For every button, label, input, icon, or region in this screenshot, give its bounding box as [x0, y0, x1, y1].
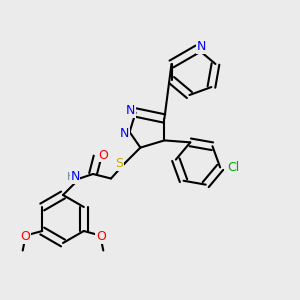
- Text: N: N: [125, 104, 135, 118]
- Text: O: O: [20, 230, 30, 244]
- Text: O: O: [99, 148, 108, 162]
- Text: N: N: [119, 127, 129, 140]
- Text: H: H: [67, 172, 75, 182]
- Text: N: N: [70, 170, 80, 184]
- Text: N: N: [196, 40, 206, 53]
- Text: S: S: [115, 157, 123, 170]
- Text: Cl: Cl: [228, 161, 240, 174]
- Text: O: O: [96, 230, 106, 244]
